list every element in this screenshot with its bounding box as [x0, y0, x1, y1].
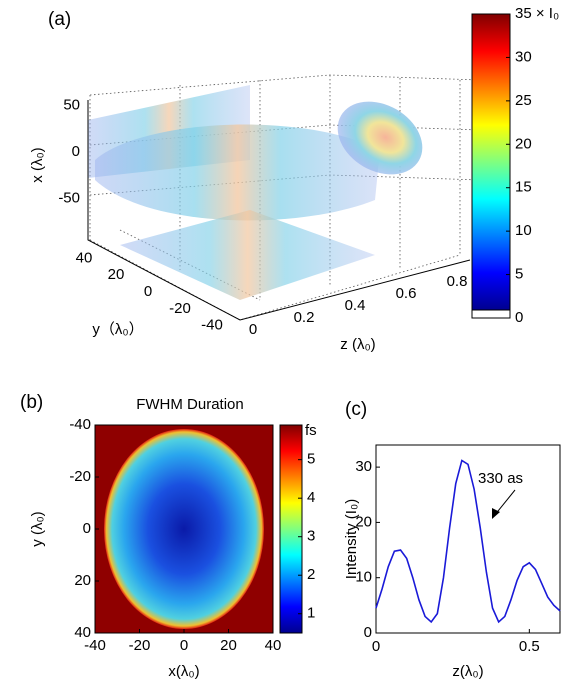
y-axis-label: y（λ₀） [92, 321, 143, 338]
chart-title: FWHM Duration [136, 396, 244, 413]
x-tick-label: 40 [265, 637, 282, 654]
x-axis-label: x (λ₀) [29, 147, 46, 182]
x-tick-label: 0 [372, 638, 380, 655]
panel-a-scene [87, 74, 481, 321]
x-tick-label: -20 [129, 637, 151, 654]
colorbar-low [471, 309, 511, 319]
colorbar-tick-label: 35 × I₀ [515, 5, 559, 22]
x-tick-label: 0 [72, 143, 80, 160]
y-tick-label: -40 [201, 317, 223, 334]
colorbar-tick-label: 4 [307, 489, 315, 506]
panel-label: (a) [48, 9, 71, 30]
colorbar-tick-label: 3 [307, 528, 315, 545]
x-tick-label: 50 [63, 96, 80, 113]
colorbar-label: fs [305, 422, 317, 439]
x-tick-label: 0.5 [519, 638, 540, 655]
y-tick-label: 20 [355, 513, 372, 530]
y-tick-label: 0 [83, 520, 91, 537]
y-tick-label: 20 [108, 266, 125, 283]
panel-b-map [95, 425, 273, 633]
y-axis-label: y (λ₀) [29, 511, 46, 546]
colorbar [279, 424, 303, 634]
z-axis-label: z (λ₀) [340, 336, 375, 353]
colorbar-tick-label: 0 [515, 309, 523, 326]
z-tick-label: 0.6 [396, 285, 417, 302]
y-tick-label: 20 [74, 572, 91, 589]
y-tick-label: 10 [355, 569, 372, 586]
z-tick-label: 0.4 [345, 297, 366, 314]
colorbar-tick-label: 5 [307, 451, 315, 468]
annotation-arrowhead [492, 508, 500, 519]
x-tick-label: -40 [84, 637, 106, 654]
axes-frame [375, 444, 561, 634]
colorbar-tick-label: 5 [515, 266, 523, 283]
annotation: 330 as [478, 470, 523, 487]
x-axis-label: z(λ₀) [452, 663, 483, 680]
y-tick-label: 40 [76, 249, 93, 266]
y-tick-label: -40 [69, 416, 91, 433]
y-tick-label: -20 [69, 468, 91, 485]
colorbar-tick-label: 25 [515, 92, 532, 109]
x-tick-label: -50 [58, 189, 80, 206]
x-tick-label: 0 [180, 637, 188, 654]
data-line [375, 459, 561, 624]
colorbar [471, 13, 511, 311]
z-tick-label: 0 [249, 321, 257, 338]
colorbar-tick-label: 2 [307, 566, 315, 583]
y-tick-label: -20 [169, 300, 191, 317]
z-tick-label: 0.2 [294, 309, 315, 326]
colorbar-tick-label: 1 [307, 605, 315, 622]
y-axis-label: Intensity (I₀) [343, 499, 360, 579]
panel-label: (b) [20, 392, 43, 413]
colorbar-tick-label: 20 [515, 135, 532, 152]
y-tick-label: 0 [144, 283, 152, 300]
y-tick-label: 40 [74, 624, 91, 641]
colorbar-tick-label: 15 [515, 179, 532, 196]
panel-label: (c) [345, 399, 367, 420]
colorbar-tick-label: 30 [515, 48, 532, 65]
z-tick-label: 0.8 [447, 273, 468, 290]
x-tick-label: 20 [220, 637, 237, 654]
x-axis-label: x(λ₀) [168, 663, 199, 680]
colorbar-tick-label: 10 [515, 222, 532, 239]
y-tick-label: 0 [364, 624, 372, 641]
y-tick-label: 30 [355, 458, 372, 475]
